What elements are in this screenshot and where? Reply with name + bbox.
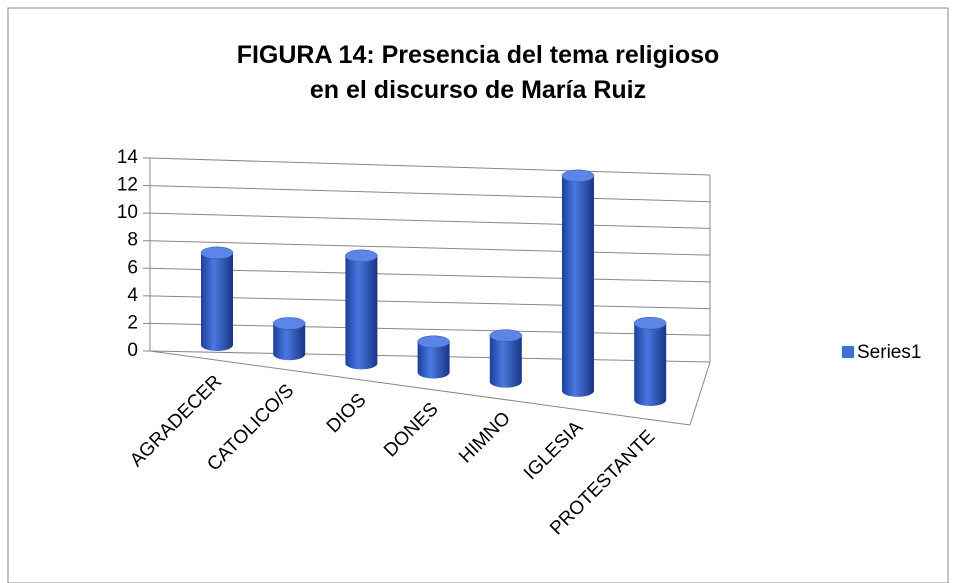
bar xyxy=(489,329,523,388)
bar xyxy=(272,317,306,361)
y-tick-label: 4 xyxy=(127,285,138,306)
floor-edge xyxy=(689,361,711,426)
bar xyxy=(561,169,595,397)
bar-top xyxy=(272,317,306,330)
legend-swatch xyxy=(842,346,854,358)
y-tick-label: 2 xyxy=(127,312,138,333)
y-tick-label: 12 xyxy=(117,175,138,196)
y-tick-label: 10 xyxy=(117,202,138,223)
chart-title: FIGURA 14: Presencia del tema religioso … xyxy=(236,41,720,104)
y-tick-label: 0 xyxy=(127,340,138,361)
bar-body xyxy=(634,323,667,407)
grid-line xyxy=(149,295,711,310)
bar xyxy=(345,249,378,370)
y-tick-label: 8 xyxy=(127,230,138,251)
bar-body xyxy=(345,255,378,370)
y-tick-label: 14 xyxy=(117,147,139,168)
grid-line xyxy=(149,267,711,283)
bar-top xyxy=(200,246,234,260)
bar-top xyxy=(633,316,667,330)
floor-edge xyxy=(171,353,691,426)
bar xyxy=(633,316,667,407)
grid-line xyxy=(149,185,711,203)
grid-line xyxy=(149,157,711,176)
chart-border xyxy=(7,7,949,583)
bar-top xyxy=(345,249,378,263)
bar-body xyxy=(417,341,450,379)
y-tick-label: 6 xyxy=(127,257,138,278)
bar-top xyxy=(561,169,595,183)
bar-top xyxy=(417,335,450,349)
grid-line xyxy=(149,212,711,229)
bar xyxy=(417,335,450,379)
legend-label: Series1 xyxy=(857,342,921,363)
bar xyxy=(200,246,234,351)
bar-body xyxy=(562,175,594,397)
bar-body xyxy=(201,252,233,351)
bar-body xyxy=(489,335,522,388)
bar-top xyxy=(489,329,523,342)
grid-line xyxy=(149,322,711,336)
bar-body xyxy=(273,323,306,361)
grid-line xyxy=(149,240,711,256)
